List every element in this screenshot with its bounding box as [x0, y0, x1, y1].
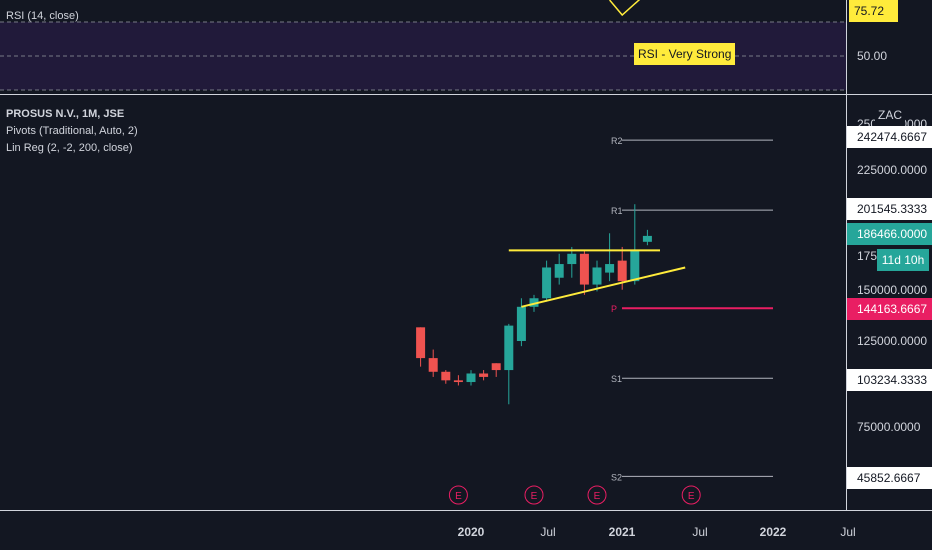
earnings-marker-label-2021-06: E: [688, 491, 695, 502]
bar-countdown: 11d 10h: [877, 249, 929, 271]
pivot-r2-tag: 242474.6667: [847, 126, 932, 148]
rsi-axis-label: 50.00: [857, 49, 888, 63]
earnings-marker-2019-12: [448, 485, 468, 505]
pivots-legend[interactable]: Pivots (Traditional, Auto, 2): [6, 125, 138, 137]
price-axis-label-225000: 225000.0000: [857, 163, 928, 177]
pivot-r1-tag: 201545.3333: [847, 198, 932, 220]
candle-body-2020-11: [592, 267, 602, 285]
pivot-s2-tag: 45852.6667: [847, 467, 932, 489]
time-axis-border: [0, 510, 932, 511]
rsi-line: [609, 0, 641, 17]
price-axis[interactable]: 250000.0000 ZAC 242474.6667 225000.0000 …: [847, 96, 932, 510]
pivot-s1-tag: 103234.3333: [847, 369, 932, 391]
price-axis-border: [846, 0, 847, 510]
rsi-value-tag: 75.72: [849, 0, 898, 22]
candle-body-2020-07: [542, 267, 552, 299]
rsi-legend: RSI (14, close): [6, 10, 79, 22]
candle-body-2020-12: [605, 264, 615, 273]
candle-body-2019-09: [416, 327, 426, 359]
candle-body-2021-03: [642, 235, 652, 242]
pivot-p-tag: 144163.6667: [847, 298, 932, 320]
earnings-marker-label-2020-06: E: [531, 491, 538, 502]
trendline-support: [521, 266, 686, 308]
candle-body-2021-01: [617, 260, 627, 282]
earnings-marker-2020-06: [524, 485, 544, 505]
price-pane[interactable]: R2 R1 P S1 S2 E E E E: [0, 96, 846, 510]
candle-body-2019-11: [441, 371, 451, 381]
pivot-label-r1: R1: [611, 206, 623, 216]
price-axis-label-75000: 75000.0000: [857, 420, 921, 434]
candle-body-2020-05: [516, 306, 526, 341]
rsi-note: RSI - Very Strong: [634, 43, 736, 65]
candle-body-2020-02: [479, 373, 489, 377]
candle-body-2020-03: [491, 363, 501, 371]
time-label-jul-2020: Jul: [540, 525, 556, 539]
currency-label[interactable]: ZAC: [875, 104, 905, 126]
earnings-marker-2021-06: [681, 485, 701, 505]
rsi-pane-separator[interactable]: [0, 94, 932, 95]
last-price-tag: 186466.0000: [847, 223, 932, 245]
candle-body-2020-10: [579, 253, 589, 285]
candle-body-2020-06: [529, 298, 539, 307]
linreg-legend[interactable]: Lin Reg (2, -2, 200, close): [6, 142, 133, 154]
candle-body-2020-08: [554, 264, 564, 278]
time-label-2022: 2022: [759, 525, 787, 539]
symbol-legend[interactable]: PROSUS N.V., 1M, JSE: [6, 108, 125, 120]
earnings-marker-label-2019-12: E: [455, 491, 462, 502]
candle-body-2019-10: [428, 358, 438, 372]
time-label-2021: 2021: [608, 525, 636, 539]
candle-body-2021-02: [630, 250, 640, 282]
time-axis[interactable]: 2020 Jul 2021 Jul 2022 Jul: [0, 511, 932, 550]
pivot-label-s1: S1: [611, 374, 622, 384]
time-label-2020: 2020: [457, 525, 485, 539]
earnings-marker-label-2020-11: E: [594, 491, 601, 502]
candle-body-2020-01: [466, 373, 476, 383]
time-label-jul-2022: Jul: [840, 525, 856, 539]
earnings-marker-2020-11: [587, 485, 607, 505]
pivot-label-r2: R2: [611, 136, 623, 146]
price-axis-label-150000: 150000.0000: [857, 283, 928, 297]
price-axis-label-125000: 125000.0000: [857, 334, 928, 348]
candle-body-2019-12: [453, 380, 463, 383]
pivot-label-s2: S2: [611, 472, 622, 482]
pivot-label-p: P: [611, 304, 617, 314]
time-label-jul-2021: Jul: [692, 525, 708, 539]
rsi-axis[interactable]: 75.72 50.00: [847, 0, 932, 94]
candle-body-2020-09: [567, 253, 577, 265]
candle-body-2020-04: [504, 325, 514, 371]
